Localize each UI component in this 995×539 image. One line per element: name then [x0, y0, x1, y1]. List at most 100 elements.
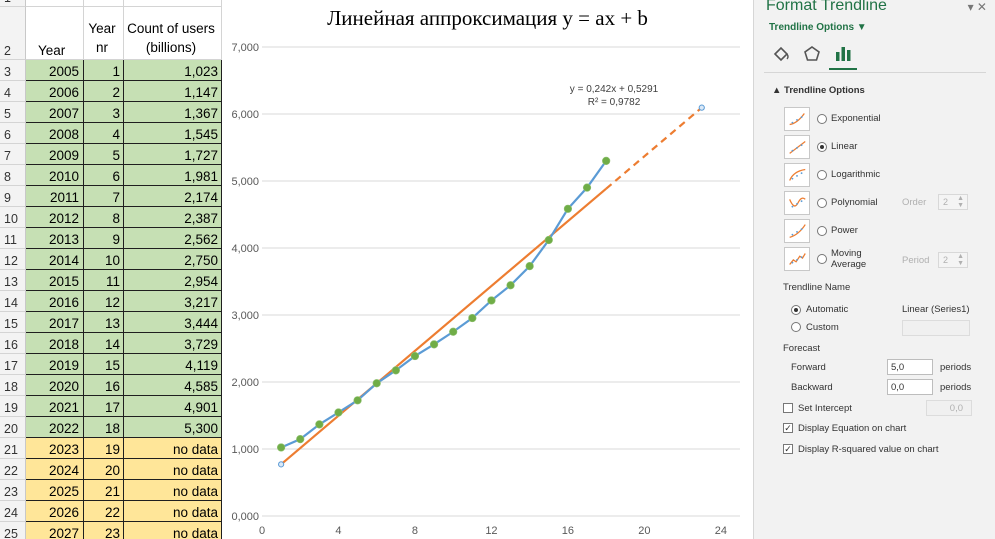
count-cell[interactable]: no data: [124, 480, 222, 501]
count-cell[interactable]: 2,750: [124, 249, 222, 270]
count-cell[interactable]: 1,545: [124, 123, 222, 144]
exponential-icon[interactable]: [784, 107, 810, 131]
row-number[interactable]: 7: [0, 144, 26, 165]
row-number[interactable]: 12: [0, 249, 26, 270]
count-cell[interactable]: 2,174: [124, 186, 222, 207]
row-number[interactable]: 4: [0, 81, 26, 102]
year-cell[interactable]: 2025: [26, 480, 84, 501]
trendline-type-radio[interactable]: [817, 226, 827, 236]
display-equation-label[interactable]: Display Equation on chart: [798, 423, 907, 434]
cell[interactable]: [84, 0, 124, 7]
year-cell[interactable]: 2016: [26, 291, 84, 312]
year-cell[interactable]: 2008: [26, 123, 84, 144]
year-nr-cell[interactable]: 21: [84, 480, 124, 501]
row-number[interactable]: 23: [0, 480, 26, 501]
year-cell[interactable]: 2027: [26, 522, 84, 539]
set-intercept-label[interactable]: Set Intercept: [798, 403, 852, 414]
row-number[interactable]: 21: [0, 438, 26, 459]
display-r2-label[interactable]: Display R-squared value on chart: [798, 444, 939, 455]
intercept-field[interactable]: 0,0: [926, 400, 972, 416]
year-nr-cell[interactable]: 23: [84, 522, 124, 539]
year-nr-cell[interactable]: 6: [84, 165, 124, 186]
row-number[interactable]: 20: [0, 417, 26, 438]
trendline-type-label[interactable]: Logarithmic: [831, 169, 881, 180]
custom-radio[interactable]: [791, 322, 801, 332]
fill-line-icon[interactable]: [770, 42, 794, 66]
trendline-type-radio[interactable]: [817, 254, 827, 264]
year-cell[interactable]: 2017: [26, 312, 84, 333]
chart-plot[interactable]: 0,000 1,000 2,000 3,000 4,000 5,000 6,000 7,000…: [222, 0, 753, 539]
row-number[interactable]: 8: [0, 165, 26, 186]
row-number[interactable]: 18: [0, 375, 26, 396]
logarithmic-icon[interactable]: [784, 163, 810, 187]
count-cell[interactable]: 1,147: [124, 81, 222, 102]
chart-title[interactable]: Линейная аппроксимация y = ax + b: [327, 6, 648, 30]
trendline-type-radio[interactable]: [817, 198, 827, 208]
row-number[interactable]: 19: [0, 396, 26, 417]
row-number[interactable]: 9: [0, 186, 26, 207]
year-cell[interactable]: 2026: [26, 501, 84, 522]
count-cell[interactable]: 1,367: [124, 102, 222, 123]
row-number[interactable]: 3: [0, 60, 26, 81]
year-cell[interactable]: 2023: [26, 438, 84, 459]
year-nr-cell[interactable]: 15: [84, 354, 124, 375]
year-nr-cell[interactable]: 13: [84, 312, 124, 333]
count-cell[interactable]: no data: [124, 522, 222, 539]
count-cell[interactable]: no data: [124, 459, 222, 480]
count-cell[interactable]: 4,901: [124, 396, 222, 417]
trendline-options-icon[interactable]: [831, 42, 855, 66]
year-cell[interactable]: 2013: [26, 228, 84, 249]
row-number[interactable]: 14: [0, 291, 26, 312]
forward-field[interactable]: 5,0: [887, 359, 933, 375]
display-r2-checkbox[interactable]: ✓: [783, 444, 793, 454]
automatic-radio[interactable]: [791, 305, 801, 315]
row-number[interactable]: 24: [0, 501, 26, 522]
row-number[interactable]: 22: [0, 459, 26, 480]
year-nr-cell[interactable]: 8: [84, 207, 124, 228]
count-cell[interactable]: 4,585: [124, 375, 222, 396]
trendline-type-label[interactable]: Polynomial: [831, 197, 878, 208]
year-cell[interactable]: 2010: [26, 165, 84, 186]
count-cell[interactable]: 3,444: [124, 312, 222, 333]
year-nr-cell[interactable]: 18: [84, 417, 124, 438]
row-number[interactable]: 6: [0, 123, 26, 144]
display-equation-checkbox[interactable]: ✓: [783, 423, 793, 433]
year-cell[interactable]: 2018: [26, 333, 84, 354]
row-number[interactable]: 2: [0, 7, 26, 60]
trendline-type-radio[interactable]: [817, 142, 827, 152]
year-column-header[interactable]: Year: [26, 7, 84, 60]
trendline-type-radio[interactable]: [817, 170, 827, 180]
year-nr-cell[interactable]: 20: [84, 459, 124, 480]
count-cell[interactable]: 2,562: [124, 228, 222, 249]
count-cell[interactable]: no data: [124, 501, 222, 522]
year-nr-cell[interactable]: 14: [84, 333, 124, 354]
trendline-options-dropdown[interactable]: Trendline Options ▼: [769, 22, 867, 33]
year-cell[interactable]: 2014: [26, 249, 84, 270]
count-cell[interactable]: 1,023: [124, 60, 222, 81]
year-nr-cell[interactable]: 2: [84, 81, 124, 102]
year-cell[interactable]: 2006: [26, 81, 84, 102]
trendline-type-label[interactable]: Exponential: [831, 113, 881, 124]
year-cell[interactable]: 2009: [26, 144, 84, 165]
year-nr-cell[interactable]: 10: [84, 249, 124, 270]
trendline-type-radio[interactable]: [817, 114, 827, 124]
year-cell[interactable]: 2007: [26, 102, 84, 123]
year-nr-cell[interactable]: 16: [84, 375, 124, 396]
year-cell[interactable]: 2011: [26, 186, 84, 207]
backward-field[interactable]: 0,0: [887, 379, 933, 395]
year-nr-cell[interactable]: 11: [84, 270, 124, 291]
trendline-type-label[interactable]: Linear: [831, 141, 858, 152]
count-cell[interactable]: 2,387: [124, 207, 222, 228]
linear-icon[interactable]: [784, 135, 810, 159]
year-cell[interactable]: 2020: [26, 375, 84, 396]
year-nr-cell[interactable]: 12: [84, 291, 124, 312]
year-cell[interactable]: 2024: [26, 459, 84, 480]
count-column-header[interactable]: Count of users (billions): [124, 7, 222, 60]
spreadsheet-grid[interactable]: 1 2 Year Year nr Count of users (billion…: [0, 0, 222, 539]
effects-icon[interactable]: [800, 42, 824, 66]
chart-area[interactable]: Линейная аппроксимация y = ax + b 0,000 1…: [222, 0, 753, 539]
pane-close-icon[interactable]: ▾ ✕: [967, 0, 987, 14]
count-cell[interactable]: no data: [124, 438, 222, 459]
year-cell[interactable]: 2019: [26, 354, 84, 375]
power-icon[interactable]: [784, 219, 810, 243]
